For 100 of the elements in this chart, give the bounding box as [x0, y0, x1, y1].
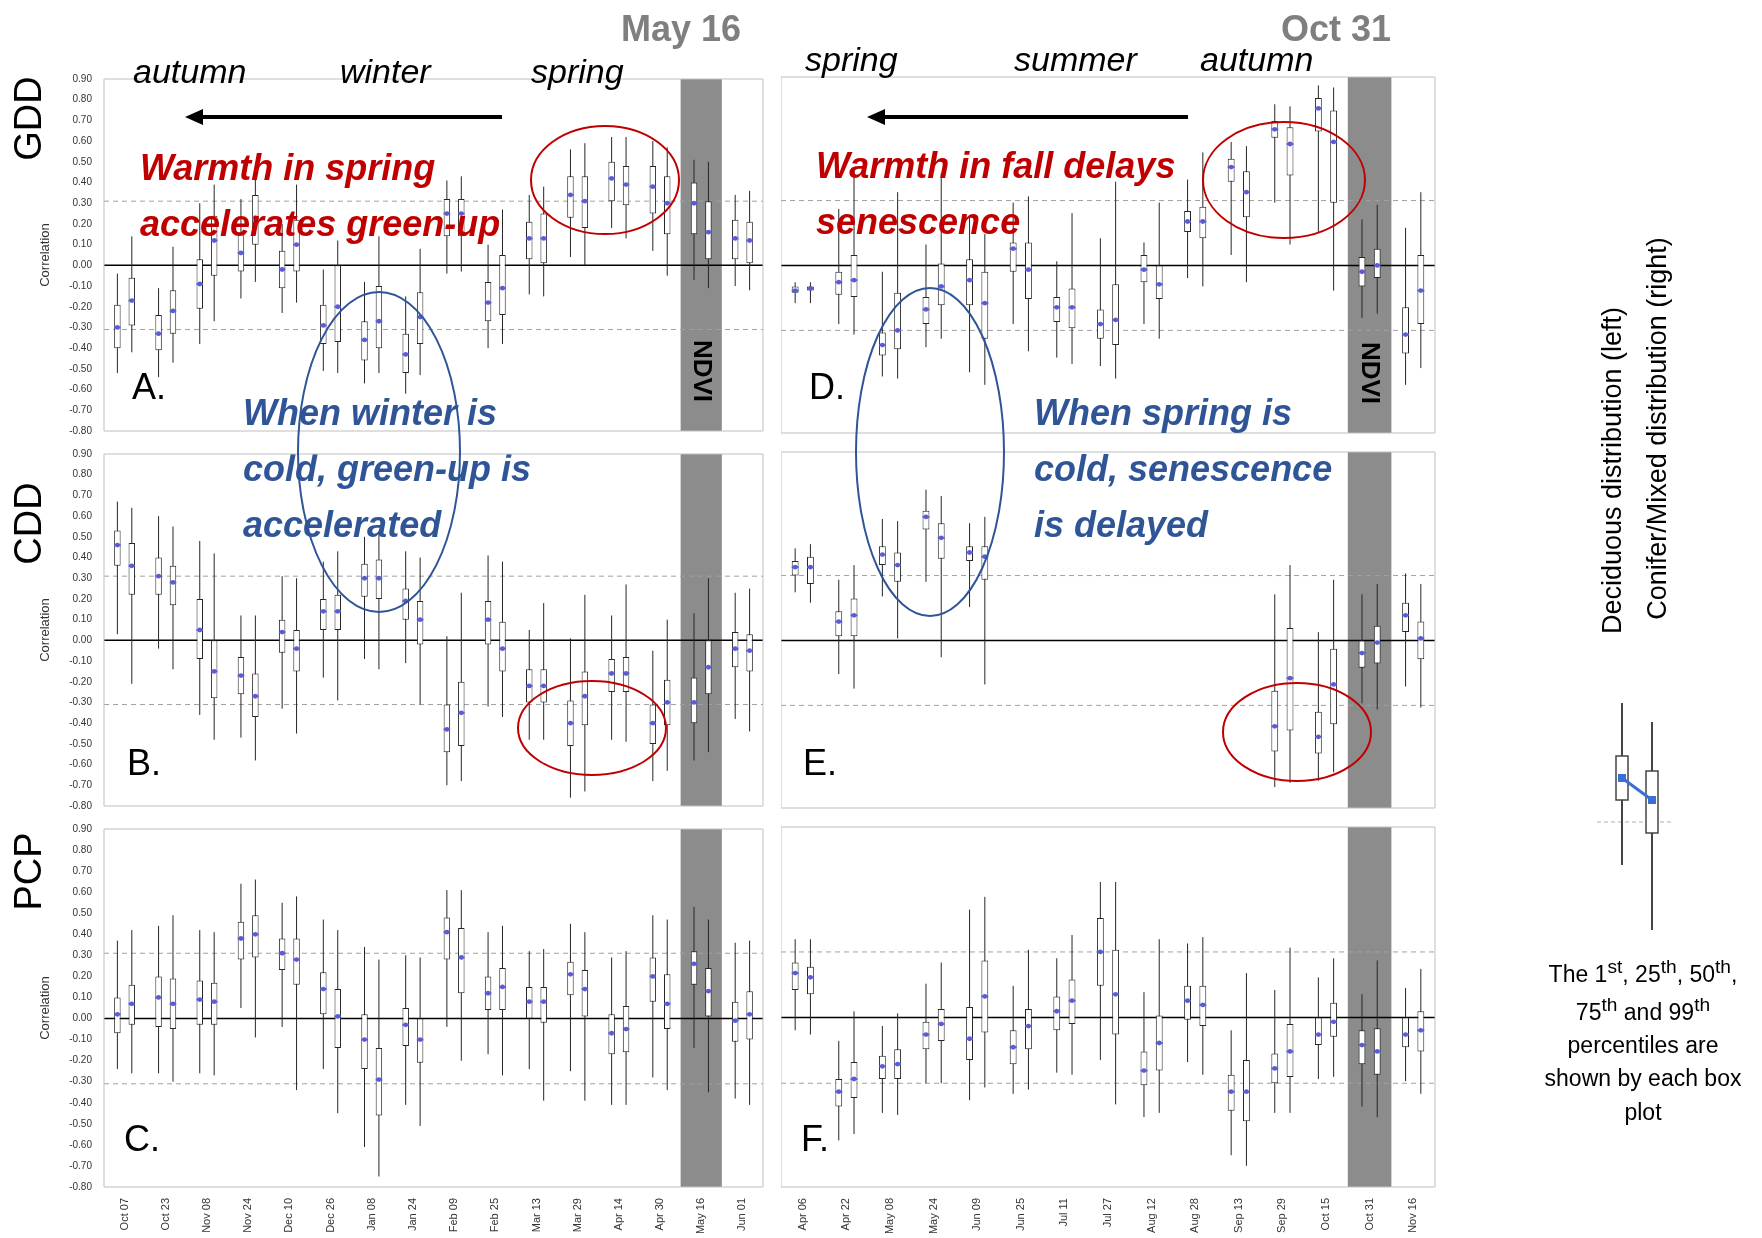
y-tick-label: -0.60	[69, 758, 93, 770]
y-axis-title: Correlation	[37, 223, 53, 287]
text: GDD	[6, 75, 50, 161]
annotation: spring	[531, 52, 624, 91]
y-tick-label: 0.50	[72, 530, 93, 542]
x-tick-label: Nov 08	[200, 1198, 212, 1233]
y-tick-label: 0.50	[72, 155, 93, 167]
y-tick-label: 0.80	[72, 468, 93, 480]
y-tick-label: -0.50	[69, 737, 93, 749]
x-tick-label: Oct 23	[158, 1198, 171, 1231]
annotation: winter	[340, 52, 431, 91]
y-tick-label: -0.20	[69, 1054, 93, 1066]
y-tick-label: 0.00	[72, 634, 93, 646]
y-tick-label: 0.80	[72, 93, 93, 105]
y-tick-label: 0.60	[72, 509, 93, 521]
annotation: F.	[801, 1118, 830, 1160]
y-tick-label: -0.10	[69, 654, 93, 666]
y-tick-label: 0.70	[72, 864, 93, 876]
y-tick-label: 0.40	[72, 176, 93, 188]
x-tick-label: Dec 10	[282, 1198, 295, 1233]
y-tick-label: 0.60	[72, 885, 93, 897]
y-tick-label: 0.10	[72, 991, 93, 1003]
x-tick-label: Mar 13	[529, 1198, 542, 1233]
y-tick-label: -0.20	[69, 300, 93, 312]
y-tick-label: 0.30	[72, 571, 93, 583]
y-tick-label: -0.70	[69, 1159, 93, 1171]
y-tick-label: -0.80	[69, 1180, 93, 1192]
y-tick-label: -0.30	[69, 696, 93, 708]
band-label: NDVI	[1356, 341, 1387, 405]
y-tick-label: 0.00	[72, 259, 93, 271]
x-tick-label: Jun 01	[735, 1198, 748, 1232]
y-tick-label: -0.20	[69, 675, 93, 687]
y-tick-label: 0.30	[72, 949, 93, 961]
annotation: A.	[132, 366, 167, 408]
annotation: When spring is cold, senescence is delayed	[1034, 392, 1333, 545]
x-tick-label: Nov 16	[1406, 1198, 1419, 1233]
band-label: NDVI	[688, 339, 719, 403]
y-tick-label: -0.70	[69, 779, 93, 791]
y-tick-label: -0.80	[69, 799, 93, 811]
y-tick-label: 0.20	[72, 217, 93, 229]
annotation: C.	[124, 1118, 160, 1160]
y-tick-label: 0.80	[72, 843, 93, 855]
x-tick-label: Aug 28	[1188, 1198, 1201, 1233]
text: CDD	[6, 481, 50, 565]
chart-title: May 16	[621, 8, 742, 50]
x-tick-label: Jan 08	[364, 1198, 377, 1232]
y-tick-label: -0.60	[69, 1138, 93, 1150]
y-tick-label: -0.40	[69, 1096, 93, 1108]
x-tick-label: May 24	[926, 1198, 939, 1235]
text: PCP	[6, 831, 50, 911]
x-tick-label: Jul 11	[1057, 1198, 1070, 1227]
x-tick-label: Oct 07	[117, 1198, 130, 1231]
y-tick-label: 0.30	[72, 196, 93, 208]
y-tick-label: 0.70	[72, 489, 93, 501]
y-tick-label: 0.20	[72, 592, 93, 604]
text: Conifer/Mixed distribution (right)	[1641, 236, 1673, 620]
y-tick-label: -0.80	[69, 424, 93, 436]
y-tick-label: 0.20	[72, 970, 93, 982]
y-tick-label: -0.60	[69, 383, 93, 395]
text: Deciduous distribution (left)	[1596, 306, 1628, 634]
y-tick-label: -0.40	[69, 716, 93, 728]
y-tick-label: -0.30	[69, 1075, 93, 1087]
x-tick-label: Nov 24	[241, 1198, 254, 1233]
y-tick-label: 0.90	[72, 447, 93, 459]
x-tick-label: Jun 09	[970, 1198, 983, 1232]
x-tick-label: May 16	[694, 1198, 707, 1235]
annotation: D.	[809, 366, 845, 408]
x-tick-label: Feb 09	[447, 1198, 460, 1233]
x-tick-label: Jul 27	[1101, 1198, 1114, 1228]
annotation: summer	[1014, 40, 1137, 79]
y-axis-title: Correlation	[37, 598, 53, 662]
x-tick-label: Apr 14	[611, 1198, 624, 1231]
y-tick-label: -0.10	[69, 1033, 93, 1045]
x-tick-label: Sep 13	[1231, 1198, 1244, 1233]
y-tick-label: 0.10	[72, 613, 93, 625]
x-tick-label: Dec 26	[323, 1198, 336, 1233]
y-tick-label: 0.70	[72, 114, 93, 126]
y-tick-label: 0.90	[72, 822, 93, 834]
x-tick-label: Oct 31	[1362, 1198, 1375, 1231]
y-tick-label: 0.10	[72, 238, 93, 250]
y-tick-label: -0.10	[69, 279, 93, 291]
x-tick-label: Oct 15	[1319, 1198, 1332, 1231]
x-tick-label: Feb 25	[488, 1198, 501, 1233]
x-tick-label: Apr 30	[653, 1198, 666, 1231]
x-tick-label: May 08	[883, 1198, 896, 1235]
y-tick-label: -0.30	[69, 321, 93, 333]
y-tick-label: 0.60	[72, 134, 93, 146]
y-tick-label: 0.40	[72, 928, 93, 940]
y-tick-label: 0.50	[72, 906, 93, 918]
x-tick-label: Apr 22	[839, 1198, 852, 1231]
y-axis-title: Correlation	[37, 976, 53, 1040]
x-tick-label: Apr 06	[795, 1198, 808, 1231]
x-tick-label: Mar 29	[570, 1198, 583, 1233]
annotation: spring	[805, 40, 898, 79]
annotation: B.	[127, 742, 162, 784]
x-tick-label: Jun 25	[1013, 1198, 1026, 1232]
y-tick-label: 0.90	[72, 72, 93, 84]
y-tick-label: -0.50	[69, 1117, 93, 1129]
y-tick-label: -0.40	[69, 341, 93, 353]
x-tick-label: Sep 29	[1275, 1198, 1288, 1233]
